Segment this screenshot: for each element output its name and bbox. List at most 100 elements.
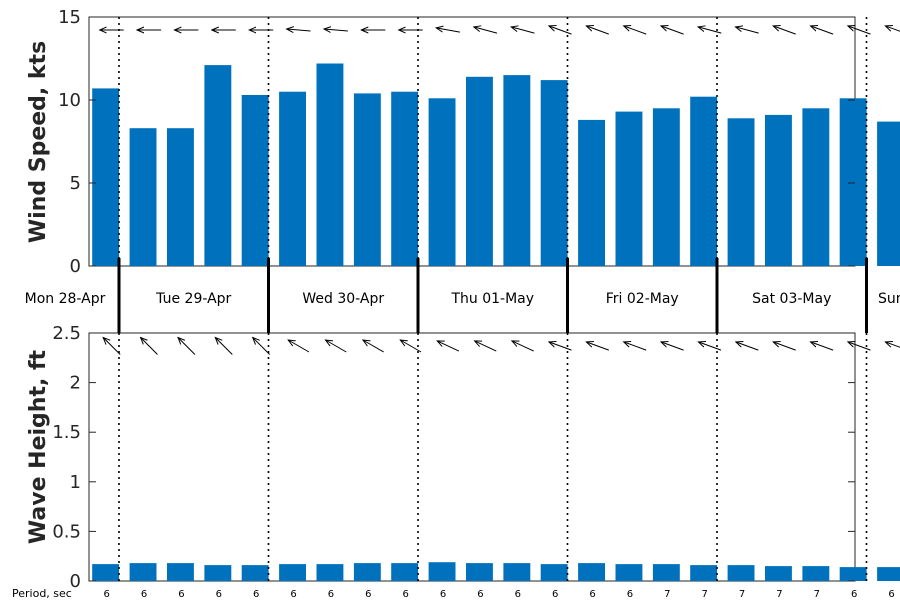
wave-bar (391, 563, 419, 581)
wave-direction-arrow (512, 341, 534, 352)
period-value: 6 (477, 589, 483, 600)
wind-ytick-label: 5 (70, 173, 81, 194)
period-value: 6 (888, 589, 894, 600)
wind-direction-arrow (436, 28, 460, 33)
wind-bar (316, 63, 344, 266)
wave-bar (839, 567, 867, 581)
wave-direction-arrow (288, 340, 310, 353)
wave-bar (204, 565, 232, 581)
wave-bar (727, 565, 755, 581)
wind-direction-arrow (698, 27, 722, 34)
wave-bar (92, 564, 120, 581)
wind-bar (802, 108, 830, 266)
wind-direction-arrow (474, 27, 498, 34)
wave-height-axis-label: Wave Height, ft (26, 349, 51, 544)
wind-speed-axes: 0 5 10 15 (58, 7, 900, 277)
wind-direction-arrow (324, 29, 348, 31)
wave-direction-arrow (400, 340, 422, 353)
wave-bar (466, 563, 493, 581)
wave-bar (802, 566, 830, 581)
period-value: 7 (664, 589, 670, 600)
wind-bar (503, 75, 531, 266)
wind-ytick-label: 15 (58, 7, 81, 28)
wave-ytick-label: 2.5 (52, 323, 81, 344)
period-value: 6 (290, 589, 296, 600)
day-label-strip: Mon 28-Apr Tue 29-Apr Wed 30-Apr Thu 01-May… (25, 258, 900, 333)
wind-bar (877, 121, 900, 266)
period-value: 6 (440, 589, 446, 600)
wind-bar (727, 118, 755, 266)
period-value: 6 (365, 589, 371, 600)
period-value: 6 (627, 589, 633, 600)
wave-bar (353, 563, 381, 581)
wave-bar (690, 565, 718, 581)
wind-bar (765, 114, 792, 267)
wave-bar (129, 563, 157, 581)
wind-direction-arrow (811, 26, 834, 35)
period-value: 6 (216, 589, 222, 600)
wave-bar (540, 564, 568, 581)
wave-ytick-label: 1.5 (52, 422, 81, 443)
period-value: 6 (403, 589, 409, 600)
day-label: Tue 29-Apr (155, 291, 231, 307)
wave-direction-arrow (661, 342, 684, 351)
wave-direction-arrow (586, 342, 609, 351)
wind-bar (204, 65, 232, 266)
wind-bar (167, 128, 194, 266)
day-label: Sat 03-May (752, 291, 831, 307)
wind-direction-arrow (885, 26, 900, 32)
wind-bar (129, 128, 157, 266)
wave-direction-arrow (549, 342, 572, 351)
period-value: 7 (776, 589, 782, 600)
wave-direction-arrow (773, 342, 796, 351)
period-strip: 6666666666666667777766666666666666666666… (104, 589, 895, 600)
wind-bar (615, 111, 643, 266)
wave-direction-arrow (253, 338, 271, 355)
wave-bar (428, 562, 456, 581)
wave-direction-arrow (103, 338, 121, 355)
period-value: 6 (104, 589, 110, 600)
wind-bar (241, 95, 269, 266)
wave-direction-arrow (363, 340, 384, 353)
period-value: 7 (702, 589, 708, 600)
wind-bar (690, 96, 718, 266)
wind-bar (652, 108, 680, 266)
day-label: Wed 30-Apr (302, 291, 384, 307)
period-value: 6 (589, 589, 595, 600)
wind-bar (466, 76, 493, 266)
wind-direction-arrow (736, 27, 759, 34)
wave-direction-arrow (178, 338, 196, 355)
period-value: 6 (178, 589, 184, 600)
period-caption: Period, sec (12, 587, 72, 600)
wind-direction-arrow (287, 29, 311, 31)
wave-bar (765, 566, 792, 581)
wave-bar (279, 564, 306, 581)
wave-direction-arrow (736, 342, 759, 351)
day-label: Thu 01-May (450, 291, 534, 307)
wind-ytick-label: 10 (58, 90, 81, 111)
wave-bar (877, 567, 900, 581)
period-value: 6 (328, 589, 334, 600)
wind-bar (353, 93, 381, 267)
period-value: 6 (253, 589, 259, 600)
wave-bar (652, 564, 680, 581)
wind-direction-arrow (624, 26, 647, 35)
period-value: 6 (552, 589, 558, 600)
wave-direction-arrow (437, 341, 460, 352)
wind-direction-arrow (848, 26, 871, 35)
wind-direction-arrow (661, 26, 684, 35)
wave-bar (578, 563, 605, 581)
wind-direction-arrow (511, 27, 535, 34)
period-value: 7 (814, 589, 820, 600)
wave-direction-arrow (326, 340, 347, 353)
wave-direction-arrow (848, 342, 871, 351)
wave-bar (615, 564, 643, 581)
wave-direction-arrow (141, 338, 158, 355)
wave-direction-arrow (475, 341, 497, 352)
wave-height-axes: 0 0.5 1 1.5 2 2.5 (52, 323, 900, 592)
wave-direction-arrow (215, 338, 233, 355)
wave-bar (316, 564, 344, 581)
wave-bar (503, 563, 531, 581)
wind-ytick-label: 0 (70, 256, 81, 277)
